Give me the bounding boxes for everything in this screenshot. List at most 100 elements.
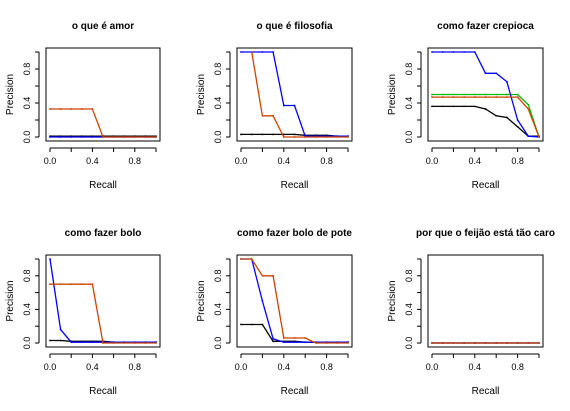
data-point bbox=[282, 337, 285, 339]
x-tick-label: 0.4 bbox=[86, 362, 99, 372]
data-point bbox=[59, 108, 62, 110]
x-axis-label: Recall bbox=[472, 386, 500, 397]
y-tick-label: 0.0 bbox=[213, 337, 223, 350]
y-axis-label: Precision bbox=[196, 280, 207, 321]
series-line-2 bbox=[432, 93, 540, 138]
series-line-1 bbox=[241, 323, 348, 343]
data-point bbox=[347, 136, 349, 138]
x-axis-label: Recall bbox=[281, 386, 309, 397]
x-tick-label: 0.8 bbox=[511, 156, 524, 166]
data-point bbox=[49, 339, 51, 342]
data-point bbox=[495, 93, 498, 96]
x-tick-label: 0.8 bbox=[129, 362, 142, 372]
data-point bbox=[315, 136, 317, 138]
data-point bbox=[70, 341, 73, 344]
data-point bbox=[506, 80, 508, 83]
x-tick-label: 0.0 bbox=[235, 156, 248, 166]
x-axis-label: Recall bbox=[89, 180, 117, 191]
series-line-2 bbox=[49, 258, 156, 343]
data-point bbox=[431, 96, 433, 98]
data-point bbox=[495, 96, 498, 98]
data-point bbox=[484, 72, 487, 75]
x-tick-label: 0.0 bbox=[426, 362, 439, 372]
data-point bbox=[144, 136, 147, 138]
data-point bbox=[506, 342, 508, 344]
plot-frame bbox=[427, 254, 544, 348]
y-tick-label: 0.8 bbox=[213, 270, 223, 283]
y-tick-label: 0.8 bbox=[213, 63, 223, 76]
series-line-1 bbox=[432, 105, 539, 137]
data-point bbox=[250, 258, 253, 260]
data-point bbox=[506, 116, 508, 119]
series-line-3 bbox=[50, 108, 156, 138]
data-point bbox=[272, 340, 274, 343]
x-tick-label: 0.8 bbox=[129, 156, 142, 166]
data-point bbox=[516, 96, 519, 98]
data-point bbox=[293, 133, 296, 136]
data-point bbox=[293, 341, 296, 344]
series-line-2 bbox=[241, 51, 348, 137]
data-point bbox=[250, 133, 253, 136]
data-point bbox=[91, 136, 94, 138]
x-axis-label: Recall bbox=[281, 180, 309, 191]
x-tick-label: 0.0 bbox=[44, 156, 57, 166]
data-point bbox=[240, 258, 242, 260]
y-axis-label: Precision bbox=[196, 74, 207, 115]
data-point bbox=[336, 136, 339, 138]
data-point bbox=[484, 342, 487, 344]
data-point bbox=[473, 96, 476, 98]
data-point bbox=[91, 108, 94, 110]
data-point bbox=[431, 342, 433, 344]
data-point bbox=[325, 136, 328, 138]
x-tick-label: 0.0 bbox=[426, 156, 439, 166]
data-point bbox=[538, 342, 540, 344]
data-point bbox=[347, 342, 349, 344]
y-tick-label: 0.0 bbox=[22, 337, 32, 350]
data-point bbox=[282, 341, 285, 344]
data-point bbox=[441, 342, 444, 344]
data-point bbox=[261, 51, 264, 53]
x-tick-label: 0.0 bbox=[44, 362, 57, 372]
data-point bbox=[452, 96, 455, 98]
data-point bbox=[133, 342, 136, 344]
data-point bbox=[495, 342, 498, 344]
data-point bbox=[91, 283, 94, 286]
data-point bbox=[516, 93, 519, 96]
data-point bbox=[473, 93, 476, 96]
series-line-3 bbox=[50, 283, 156, 344]
data-point bbox=[473, 105, 476, 108]
data-point bbox=[336, 342, 339, 344]
data-point bbox=[506, 96, 508, 98]
x-tick-label: 0.4 bbox=[278, 156, 291, 166]
x-tick-label: 0.4 bbox=[86, 156, 99, 166]
data-point bbox=[133, 136, 136, 138]
data-point bbox=[91, 341, 94, 344]
data-point bbox=[441, 51, 444, 53]
data-point bbox=[155, 136, 157, 138]
data-point bbox=[155, 342, 157, 344]
data-point bbox=[261, 133, 264, 136]
data-point bbox=[272, 274, 274, 277]
data-point bbox=[272, 133, 274, 136]
data-point bbox=[463, 93, 465, 96]
data-point bbox=[272, 114, 274, 117]
data-point bbox=[431, 51, 433, 53]
y-tick-label: 0.0 bbox=[404, 131, 414, 144]
chart-panel-3: como fazer crepioca 0.0 0.4 0.8 0.0 0.4 0.8 Rec… bbox=[387, 21, 544, 191]
data-point bbox=[80, 108, 83, 110]
data-point bbox=[506, 93, 508, 96]
data-point bbox=[304, 337, 307, 339]
data-point bbox=[59, 328, 62, 331]
data-point bbox=[527, 103, 530, 106]
data-point bbox=[144, 342, 147, 344]
data-point bbox=[261, 323, 264, 326]
y-tick-label: 0.4 bbox=[404, 303, 414, 316]
y-axis-label: Precision bbox=[387, 280, 398, 321]
data-point bbox=[516, 119, 519, 121]
y-axis-label: Precision bbox=[5, 280, 16, 321]
data-point bbox=[80, 136, 83, 138]
y-tick-label: 0.4 bbox=[22, 97, 32, 110]
data-point bbox=[293, 337, 296, 339]
y-tick-label: 0.4 bbox=[22, 303, 32, 316]
